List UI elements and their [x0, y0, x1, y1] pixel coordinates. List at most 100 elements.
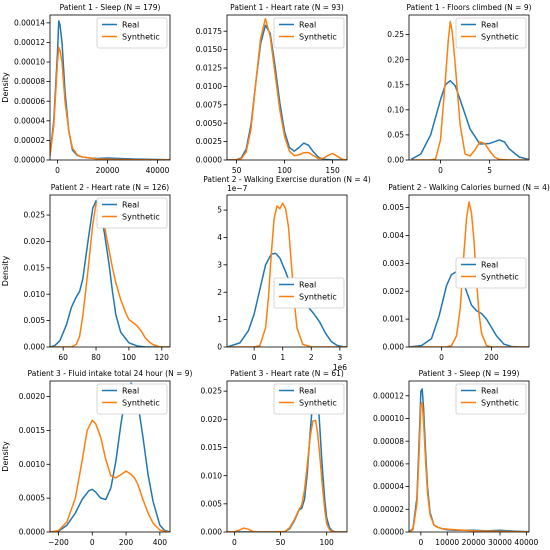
series-line-real	[410, 79, 529, 160]
legend-label-real: Real	[122, 201, 139, 210]
y-tick-label: 0.0010	[19, 460, 45, 469]
y-tick-label: 0.001	[383, 315, 405, 324]
y-tick-label: 0.0100	[196, 82, 222, 91]
axes-frame	[49, 14, 171, 161]
legend-label-real: Real	[299, 21, 316, 30]
legend-label-synthetic: Synthetic	[299, 399, 337, 408]
series-line-synthetic	[227, 202, 347, 347]
y-tick-label: 0.15	[387, 80, 404, 89]
y-tick-label: 0.025	[201, 387, 223, 396]
y-tick-label: 0.00	[387, 156, 404, 165]
chart-title: Patient 1 - Floors climbed (N = 9)	[406, 3, 531, 12]
y-tick-label: 0.0050	[196, 119, 222, 128]
y-tick-label: 0.015	[201, 443, 223, 452]
legend-label-real: Real	[481, 261, 498, 270]
y-tick-label: 0.0175	[196, 27, 222, 36]
y-tick-label: 0.00012	[14, 38, 45, 47]
series-line-real	[409, 270, 529, 347]
y-tick-label: 0.05	[387, 131, 404, 140]
series-line-synthetic	[227, 17, 347, 160]
legend-box	[455, 383, 527, 415]
chart-panel: 0 10000 20000 30000 40000 0.00000 0.00002 0.000…	[373, 369, 539, 547]
x-tick-label: 1	[280, 353, 285, 362]
legend-label-real: Real	[122, 387, 139, 396]
y-tick-label: 0.00002	[14, 136, 45, 145]
series-line-synthetic	[50, 419, 170, 532]
y-tick-label: 0.010	[24, 290, 46, 299]
y-tick-label: 0.0005	[19, 494, 45, 503]
chart-title: Patient 2 - Heart rate (N = 126)	[51, 183, 170, 192]
y-tick-label: 0.0000	[19, 528, 45, 537]
y-offset-text: 1e−7	[227, 184, 248, 193]
legend-box	[273, 277, 345, 309]
legend-box	[273, 383, 345, 415]
x-tick-label: 10000	[435, 538, 459, 547]
y-tick-label: 0.0020	[19, 392, 45, 401]
y-tick-label: 1	[217, 315, 222, 324]
x-tick-label: 200	[484, 353, 499, 362]
x-tick-label: 100	[122, 353, 137, 362]
legend-label-synthetic: Synthetic	[299, 33, 337, 42]
x-tick-label: 100	[320, 538, 335, 547]
legend-label-synthetic: Synthetic	[122, 399, 160, 408]
y-axis-label: Density	[1, 256, 10, 287]
y-tick-label: 0.00006	[373, 459, 404, 468]
y-tick-label: 0.002	[383, 287, 405, 296]
y-tick-label: 0.0025	[196, 137, 222, 146]
x-offset-text: 1e6	[333, 363, 347, 372]
y-tick-label: 0.005	[383, 203, 405, 212]
legend-box	[96, 197, 168, 229]
x-tick-label: 100	[277, 166, 292, 175]
y-tick-label: 0	[217, 343, 222, 352]
x-tick-label: 40000	[146, 166, 170, 175]
legend-label-real: Real	[299, 281, 316, 290]
y-tick-label: 0.000	[383, 343, 405, 352]
y-tick-label: 0.00004	[373, 482, 404, 491]
legend-box	[455, 257, 527, 289]
y-tick-label: 5	[217, 206, 222, 215]
x-tick-label: 0	[438, 166, 443, 175]
axes-frame	[226, 14, 348, 161]
legend-label-synthetic: Synthetic	[122, 213, 160, 222]
x-tick-label: 30000	[488, 538, 512, 547]
y-tick-label: 3	[217, 260, 222, 269]
x-tick-label: 0	[232, 538, 237, 547]
y-tick-label: 0.00002	[373, 505, 404, 514]
y-tick-label: 0.003	[383, 259, 405, 268]
axes-frame	[408, 14, 530, 161]
axes-frame	[226, 194, 348, 348]
axes-frame	[49, 380, 171, 533]
y-tick-label: 0.00004	[14, 116, 45, 125]
y-tick-label: 0.00012	[373, 391, 404, 400]
y-tick-label: 0.020	[24, 237, 46, 246]
chart-title: Patient 3 - Fluid intake total 24 hour (…	[28, 369, 193, 378]
y-tick-label: 0.010	[201, 471, 223, 480]
chart-title: Patient 2 - Walking Calories burned (N =…	[388, 183, 550, 192]
series-line-real	[50, 382, 170, 532]
x-tick-label: 50	[276, 538, 286, 547]
series-line-synthetic	[409, 401, 529, 532]
y-tick-label: 0.00010	[14, 58, 45, 67]
chart-title: Patient 2 - Walking Exercise duration (N…	[203, 175, 371, 184]
x-tick-label: 0	[55, 166, 60, 175]
y-axis-label: Density	[1, 441, 10, 472]
y-tick-label: 0.00006	[14, 97, 45, 106]
y-tick-label: 0.00000	[373, 528, 404, 537]
legend-box	[273, 17, 345, 49]
chart-title: Patient 1 - Sleep (N = 179)	[60, 3, 161, 12]
y-tick-label: 0.20	[387, 55, 404, 64]
chart-title: Patient 3 - Sleep (N = 199)	[419, 369, 520, 378]
y-tick-label: 0.00000	[14, 156, 45, 165]
legend-label-synthetic: Synthetic	[122, 33, 160, 42]
y-tick-label: 0.020	[201, 415, 223, 424]
y-tick-label: 0.00008	[373, 437, 404, 446]
y-tick-label: 0.0000	[196, 156, 222, 165]
legend-label-real: Real	[299, 387, 316, 396]
y-tick-label: 0.004	[383, 231, 405, 240]
y-tick-label: 2	[217, 288, 222, 297]
legend-box	[96, 17, 168, 49]
axes-frame	[49, 194, 171, 348]
legend-label-real: Real	[481, 387, 498, 396]
y-tick-label: 0.10	[387, 105, 404, 114]
legend-label-real: Real	[122, 21, 139, 30]
